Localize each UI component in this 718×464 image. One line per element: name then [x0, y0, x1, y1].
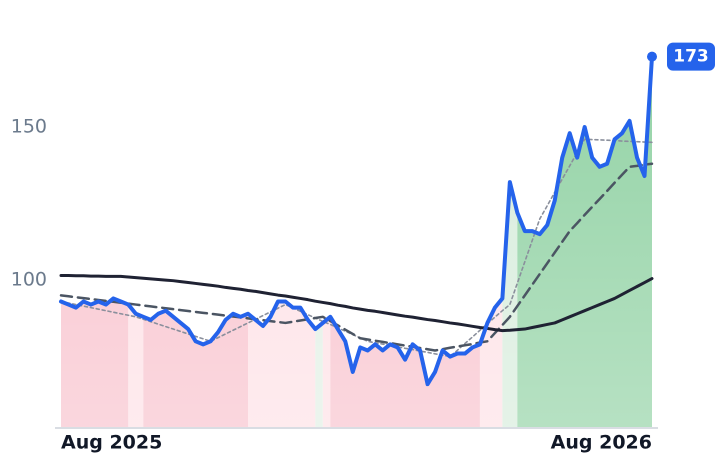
y-tick-label: 150 — [11, 116, 47, 138]
labels: 100 150 Aug 2025 Aug 2026 — [11, 116, 652, 454]
series-line — [59, 273, 654, 333]
y-tick-label: 100 — [11, 269, 47, 291]
series-line — [59, 54, 654, 387]
lines: 173 — [59, 42, 715, 387]
x-tick-label: Aug 2025 — [61, 432, 162, 454]
series-line — [59, 162, 654, 352]
series-line — [60, 138, 653, 358]
x-tick-label: Aug 2026 — [551, 432, 652, 454]
value-badge — [667, 42, 715, 71]
value-badge-label: 173 — [673, 47, 709, 67]
last-point — [647, 51, 657, 62]
